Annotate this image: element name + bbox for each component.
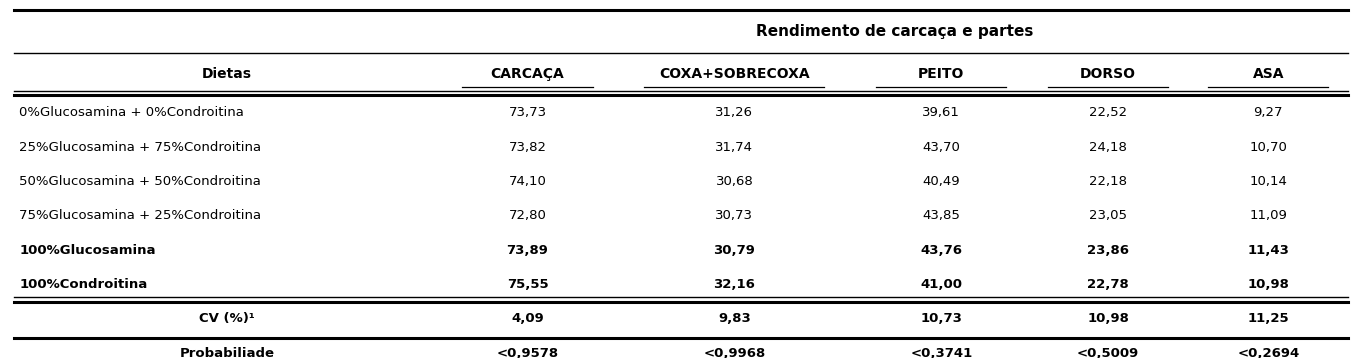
Text: 43,70: 43,70: [922, 140, 960, 154]
Text: PEITO: PEITO: [918, 67, 964, 81]
Text: <0,9578: <0,9578: [496, 347, 558, 358]
Text: 11,09: 11,09: [1249, 209, 1287, 222]
Text: 31,26: 31,26: [715, 106, 753, 119]
Text: 10,98: 10,98: [1248, 278, 1290, 291]
Text: 72,80: 72,80: [508, 209, 546, 222]
Text: 10,14: 10,14: [1249, 175, 1287, 188]
Text: 10,70: 10,70: [1249, 140, 1287, 154]
Text: 75%Glucosamina + 25%Condroitina: 75%Glucosamina + 25%Condroitina: [19, 209, 262, 222]
Text: 100%Glucosamina: 100%Glucosamina: [19, 243, 155, 257]
Text: 4,09: 4,09: [511, 313, 543, 325]
Text: 22,78: 22,78: [1087, 278, 1129, 291]
Text: 23,05: 23,05: [1090, 209, 1128, 222]
Text: 31,74: 31,74: [715, 140, 753, 154]
Text: 73,73: 73,73: [508, 106, 546, 119]
Text: 39,61: 39,61: [922, 106, 960, 119]
Text: CARCAÇA: CARCAÇA: [490, 67, 564, 81]
Text: 43,85: 43,85: [922, 209, 960, 222]
Text: COXA+SOBRECOXA: COXA+SOBRECOXA: [659, 67, 809, 81]
Text: 11,43: 11,43: [1248, 243, 1290, 257]
Text: Probabiliade: Probabiliade: [180, 347, 275, 358]
Text: <0,9968: <0,9968: [703, 347, 765, 358]
Text: 40,49: 40,49: [922, 175, 960, 188]
Text: 75,55: 75,55: [507, 278, 549, 291]
Text: 74,10: 74,10: [508, 175, 546, 188]
Text: 0%Glucosamina + 0%Condroitina: 0%Glucosamina + 0%Condroitina: [19, 106, 244, 119]
Text: <0,5009: <0,5009: [1077, 347, 1139, 358]
Text: <0,2694: <0,2694: [1237, 347, 1299, 358]
Text: 22,52: 22,52: [1090, 106, 1128, 119]
Text: 10,73: 10,73: [921, 313, 962, 325]
Text: 10,98: 10,98: [1087, 313, 1129, 325]
Text: 25%Glucosamina + 75%Condroitina: 25%Glucosamina + 75%Condroitina: [19, 140, 262, 154]
Text: 32,16: 32,16: [714, 278, 756, 291]
Text: 43,76: 43,76: [921, 243, 963, 257]
Text: <0,3741: <0,3741: [910, 347, 972, 358]
Text: 23,86: 23,86: [1087, 243, 1129, 257]
Text: 30,73: 30,73: [715, 209, 753, 222]
Text: 100%Condroitina: 100%Condroitina: [19, 278, 147, 291]
Text: Rendimento de carcaça e partes: Rendimento de carcaça e partes: [756, 24, 1034, 39]
Text: 30,79: 30,79: [714, 243, 756, 257]
Text: DORSO: DORSO: [1080, 67, 1136, 81]
Text: ASA: ASA: [1253, 67, 1284, 81]
Text: CV (%)¹: CV (%)¹: [199, 313, 255, 325]
Text: 73,89: 73,89: [507, 243, 549, 257]
Text: 9,27: 9,27: [1253, 106, 1283, 119]
Text: 50%Glucosamina + 50%Condroitina: 50%Glucosamina + 50%Condroitina: [19, 175, 262, 188]
Text: 11,25: 11,25: [1248, 313, 1288, 325]
Text: 9,83: 9,83: [718, 313, 750, 325]
Text: 30,68: 30,68: [715, 175, 753, 188]
Text: 41,00: 41,00: [921, 278, 963, 291]
Text: 22,18: 22,18: [1090, 175, 1128, 188]
Text: 24,18: 24,18: [1090, 140, 1128, 154]
Text: 73,82: 73,82: [508, 140, 546, 154]
Text: Dietas: Dietas: [202, 67, 252, 81]
